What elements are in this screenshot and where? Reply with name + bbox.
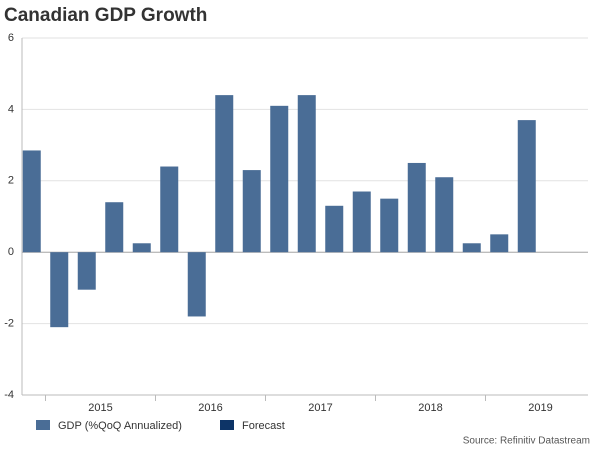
bar bbox=[325, 205, 344, 253]
y-tick-label: -2 bbox=[4, 318, 14, 330]
chart-title: Canadian GDP Growth bbox=[4, 5, 207, 26]
bar bbox=[242, 170, 261, 253]
x-tick-label: 2019 bbox=[528, 402, 552, 414]
bar bbox=[215, 95, 234, 253]
x-tick-label: 2017 bbox=[308, 402, 332, 414]
bar bbox=[517, 120, 536, 253]
bar bbox=[380, 198, 399, 253]
y-tick-label: 4 bbox=[8, 103, 14, 115]
x-tick-label: 2018 bbox=[418, 402, 442, 414]
legend-label: Forecast bbox=[242, 420, 285, 432]
bar bbox=[132, 243, 151, 253]
bar bbox=[462, 243, 481, 253]
x-tick-label: 2015 bbox=[88, 402, 112, 414]
bar bbox=[490, 234, 509, 253]
y-tick-label: -4 bbox=[4, 389, 14, 401]
bar bbox=[77, 252, 96, 290]
legend-swatch bbox=[220, 420, 234, 430]
legend-label: GDP (%QoQ Annualized) bbox=[58, 420, 182, 432]
bar bbox=[105, 202, 124, 253]
y-tick-label: 6 bbox=[8, 32, 14, 44]
x-tick-label: 2016 bbox=[198, 402, 222, 414]
legend-swatch bbox=[36, 420, 50, 430]
bar bbox=[435, 177, 454, 253]
bar bbox=[22, 150, 41, 253]
bar bbox=[407, 162, 426, 253]
y-tick-label: 2 bbox=[8, 175, 14, 187]
bar bbox=[50, 252, 69, 328]
bar bbox=[187, 252, 206, 317]
bar bbox=[160, 166, 179, 253]
bar bbox=[270, 105, 289, 253]
y-tick-label: 0 bbox=[8, 246, 14, 258]
bar bbox=[352, 191, 371, 253]
source: Source: Refinitiv Datastream bbox=[463, 436, 590, 447]
bar bbox=[297, 95, 316, 253]
